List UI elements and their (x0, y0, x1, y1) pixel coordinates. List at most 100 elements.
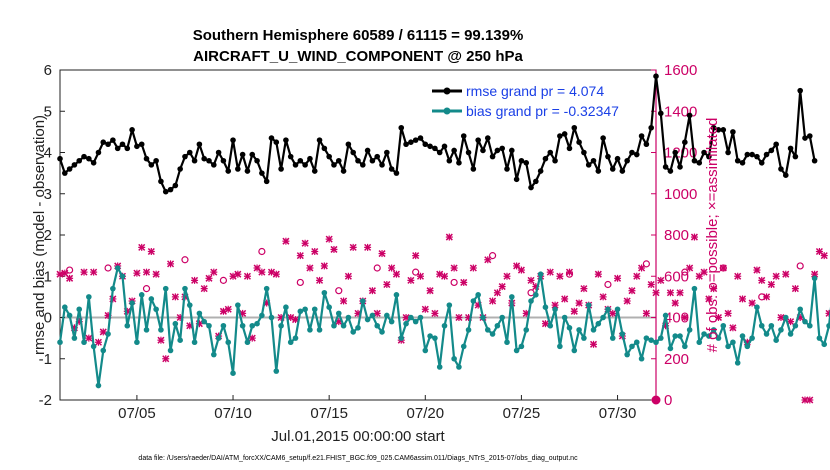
bias-point (263, 285, 270, 292)
obs-assimilated-marker (258, 268, 266, 276)
rmse-point (297, 157, 304, 164)
rmse-point (629, 149, 635, 156)
bias-point (739, 333, 746, 339)
obs-possible-marker (335, 287, 343, 295)
y-right-tick-label: 800 (664, 227, 689, 244)
y-right-tick-label: 600 (664, 268, 689, 285)
rmse-point (206, 157, 212, 164)
chart-title: Southern Hemisphere 60589 / 61115 = 99.1… (193, 27, 524, 44)
rmse-point (758, 160, 765, 166)
obs-assimilated-marker (191, 276, 199, 284)
obs-assimilated-marker (431, 309, 439, 317)
bias-point (360, 298, 366, 304)
rmse-point (436, 149, 443, 156)
bias-point (773, 337, 779, 343)
obs-assimilated-marker (561, 295, 569, 303)
obs-assimilated-marker (633, 272, 641, 280)
rmse-point (480, 147, 486, 154)
bias-point (754, 304, 760, 310)
bias-point (350, 329, 356, 335)
bias-point (196, 310, 203, 317)
obs-assimilated-marker (162, 355, 170, 363)
bias-point (259, 312, 265, 319)
obs-assimilated-marker (157, 336, 165, 344)
rmse-point (552, 157, 558, 164)
obs-possible-marker (104, 264, 112, 272)
obs-assimilated-marker (133, 269, 141, 277)
rmse-point (662, 164, 669, 170)
bias-series (57, 265, 830, 389)
x-tick-label: 07/20 (407, 405, 445, 422)
obs-assimilated-marker (700, 268, 708, 276)
bias-point (778, 327, 784, 333)
y-left-tick-label: 5 (44, 103, 52, 120)
bias-point (162, 285, 169, 292)
rmse-point (114, 145, 121, 152)
rmse-point (566, 145, 573, 152)
rmse-point (787, 145, 794, 152)
obs-assimilated-marker (282, 237, 290, 245)
rmse-point (201, 155, 207, 162)
obs-assimilated-marker (316, 276, 324, 284)
rmse-point (710, 124, 717, 131)
obs-assimilated-marker (368, 287, 376, 295)
rmse-point (220, 157, 227, 164)
obs-assimilated-marker (642, 309, 650, 317)
obs-assimilated-marker (666, 289, 674, 297)
obs-assimilated-marker (690, 233, 698, 241)
bias-point (182, 285, 188, 292)
obs-assimilated-marker (80, 268, 88, 276)
rmse-point (100, 139, 107, 145)
obs-assimilated-marker (647, 280, 655, 289)
bias-point (619, 331, 626, 337)
obs-assimilated-marker (580, 285, 588, 293)
bias-point (725, 343, 731, 350)
bias-point (480, 314, 486, 321)
rmse-point (364, 147, 371, 154)
rmse-point (292, 162, 299, 168)
obs-assimilated-marker (210, 268, 218, 276)
rmse-point (143, 155, 150, 162)
rmse-point (590, 157, 597, 164)
obs-assimilated-marker (527, 276, 535, 284)
rmse-point (388, 166, 395, 172)
rmse-point (614, 155, 621, 162)
rmse-point (244, 168, 251, 174)
rmse-point (600, 135, 606, 141)
obs-possible-marker (142, 285, 151, 293)
bias-point (201, 318, 207, 325)
legend: rmse grand pr = 4.074 bias grand pr = -0… (432, 83, 619, 119)
rmse-point (489, 153, 496, 160)
y-axis-right-label: # of obs: o=possible; ×=assimilated (704, 118, 721, 353)
obs-assimilated-marker (306, 264, 314, 272)
rmse-point (57, 155, 63, 162)
rmse-point (667, 168, 674, 174)
obs-possible-marker (719, 264, 727, 272)
bias-point (124, 322, 131, 329)
rmse-point (528, 184, 534, 191)
y-left-tick-label: 6 (44, 62, 52, 79)
rmse-point (648, 124, 654, 131)
bias-point (215, 335, 222, 341)
bias-point (76, 306, 83, 313)
rmse-point (215, 149, 222, 156)
rmse-point (523, 160, 530, 166)
bias-point (484, 327, 491, 333)
rmse-point (465, 149, 472, 156)
rmse-point (778, 166, 784, 172)
rmse-point (561, 131, 568, 137)
bias-point (489, 331, 496, 337)
rmse-point (235, 166, 241, 172)
bias-point (537, 271, 544, 277)
rmse-point (653, 73, 659, 79)
rmse-point (326, 153, 332, 160)
bias-point (682, 343, 688, 350)
bias-point (81, 339, 87, 346)
bias-point (441, 322, 448, 329)
bias-point (821, 341, 828, 348)
bias-point (307, 327, 313, 333)
bias-point (393, 292, 400, 298)
obs-assimilated-marker (791, 285, 799, 293)
obs-assimilated-marker (777, 313, 785, 322)
rmse-point (499, 145, 505, 152)
